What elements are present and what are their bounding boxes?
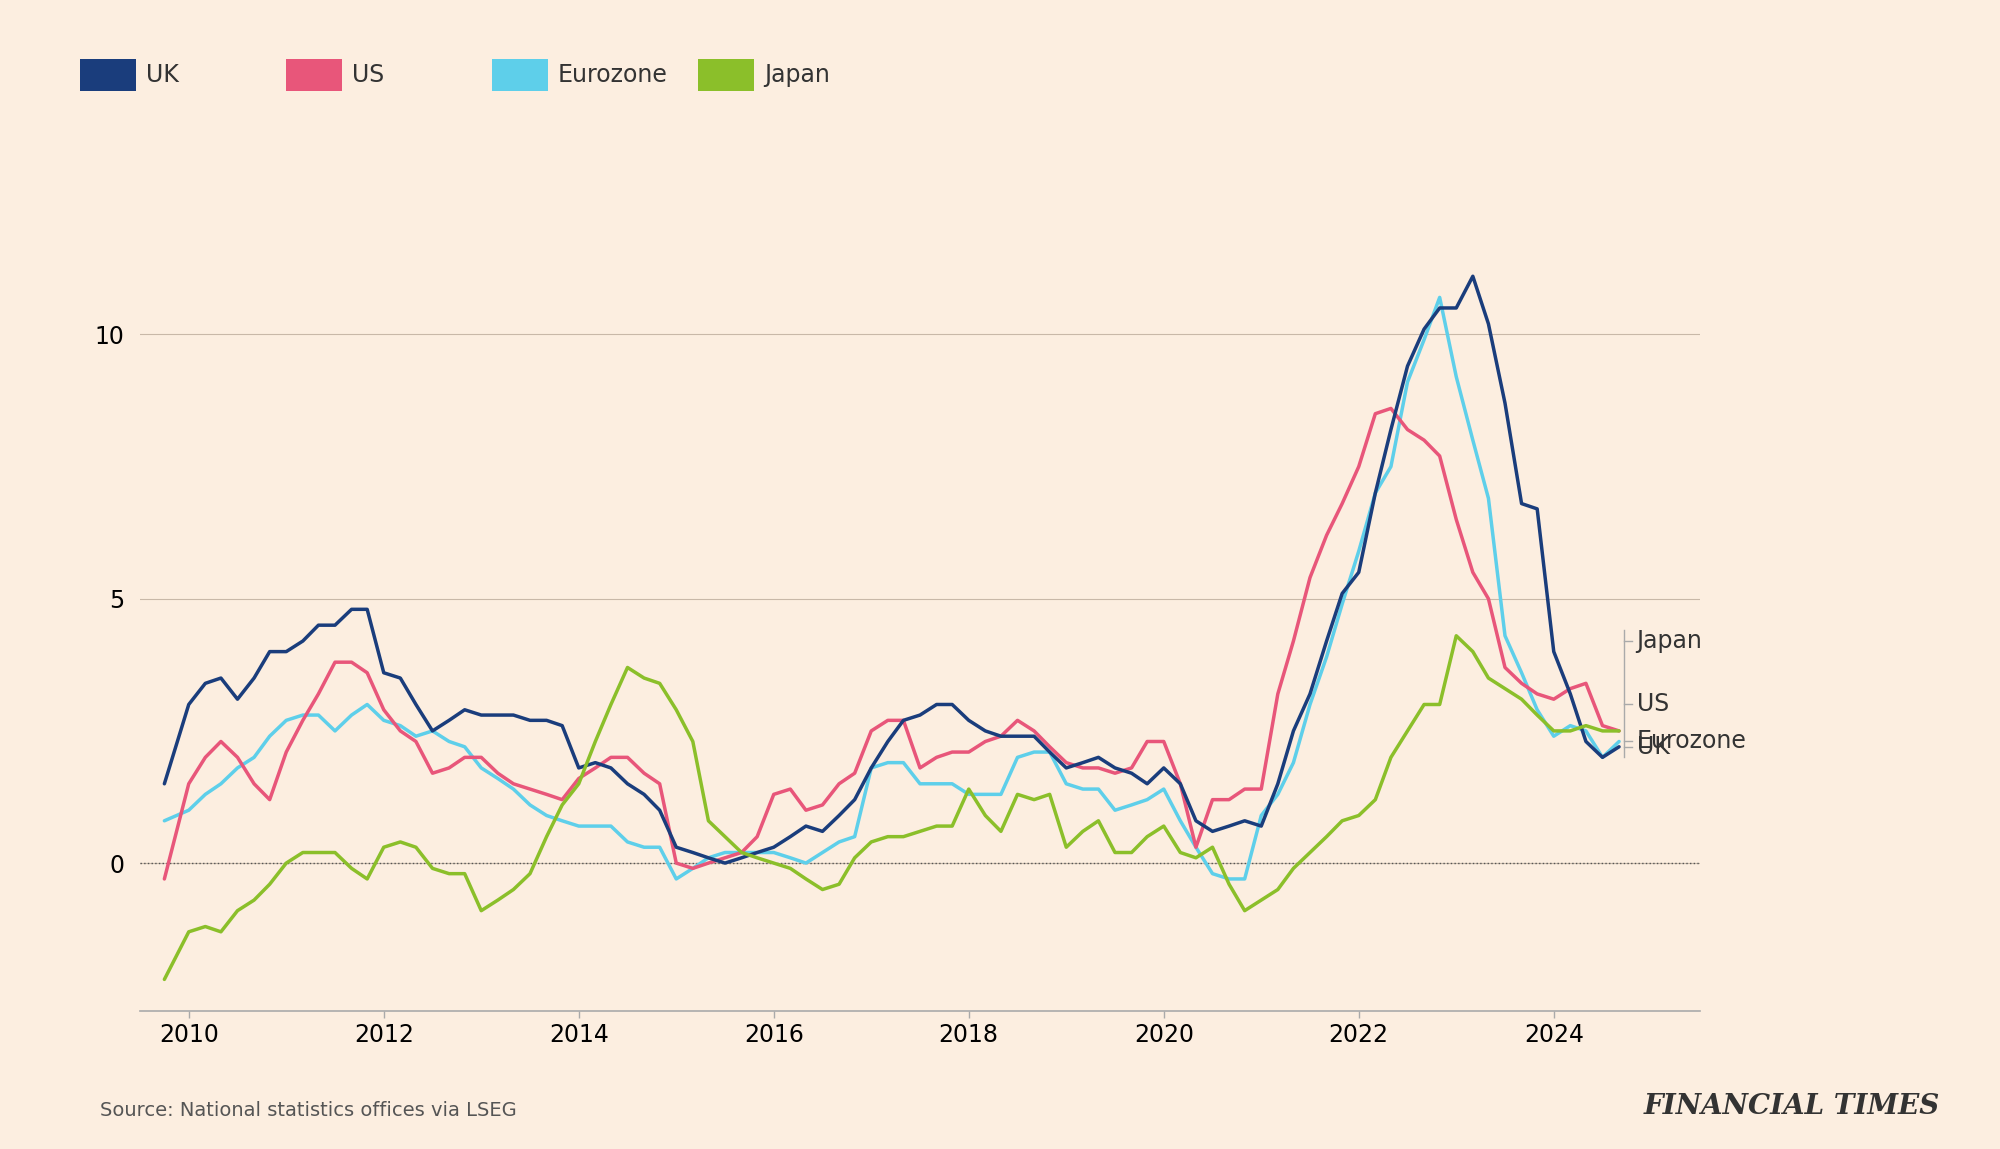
Text: US: US: [352, 63, 384, 86]
Text: FINANCIAL TIMES: FINANCIAL TIMES: [1644, 1094, 1940, 1120]
Text: Japan: Japan: [1636, 629, 1702, 653]
Text: Source: National statistics offices via LSEG: Source: National statistics offices via …: [100, 1101, 516, 1120]
Text: UK: UK: [146, 63, 178, 86]
Text: Japan: Japan: [764, 63, 830, 86]
Text: UK: UK: [1636, 734, 1670, 758]
Text: Eurozone: Eurozone: [558, 63, 668, 86]
Text: US: US: [1636, 693, 1668, 717]
Text: Eurozone: Eurozone: [1636, 730, 1746, 754]
